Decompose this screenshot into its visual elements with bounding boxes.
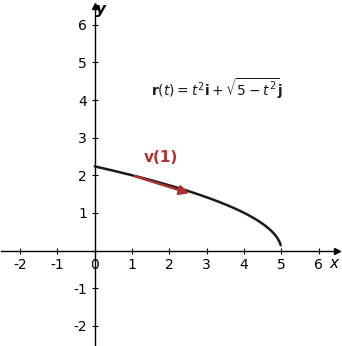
Text: $\mathbf{r}(t) = t^2\mathbf{i} + \sqrt{5 - t^2}\mathbf{j}$: $\mathbf{r}(t) = t^2\mathbf{i} + \sqrt{5… xyxy=(151,76,283,101)
Text: v(1): v(1) xyxy=(143,150,177,165)
Text: y: y xyxy=(96,2,106,17)
Text: x: x xyxy=(329,256,338,271)
